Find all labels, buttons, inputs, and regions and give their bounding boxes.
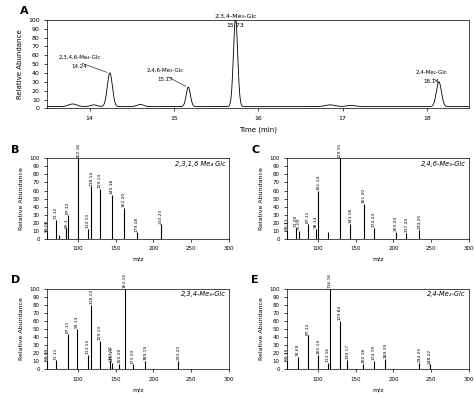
- Text: 217.24: 217.24: [404, 217, 409, 232]
- Text: 143.11: 143.11: [108, 345, 112, 360]
- Text: 2,3,4,6-Me₄-Glc: 2,3,4,6-Me₄-Glc: [58, 55, 100, 60]
- Text: 99.13: 99.13: [75, 316, 79, 328]
- Text: 74.69: 74.69: [296, 344, 300, 357]
- Text: 155.20: 155.20: [118, 347, 121, 363]
- Text: 129.15: 129.15: [337, 142, 342, 158]
- Text: 189.19: 189.19: [143, 345, 147, 360]
- Text: 2,3,1,6 Me₄ Glc: 2,3,1,6 Me₄ Glc: [175, 161, 226, 167]
- Text: 2,3,4-Me₃-Glc: 2,3,4-Me₃-Glc: [214, 14, 257, 19]
- Text: 59.00: 59.00: [45, 219, 49, 231]
- Text: 87.11: 87.11: [306, 210, 310, 223]
- Y-axis label: Relative Abundance: Relative Abundance: [18, 167, 24, 230]
- Text: 15.17: 15.17: [158, 77, 173, 83]
- Text: 179.18: 179.18: [135, 216, 139, 231]
- Text: 71.12: 71.12: [54, 207, 58, 220]
- Text: 15.73: 15.73: [227, 23, 245, 27]
- Text: 233.23: 233.23: [176, 345, 181, 360]
- Text: 2,4-Me₂-Glc: 2,4-Me₂-Glc: [427, 291, 465, 297]
- Text: 145.18: 145.18: [110, 179, 114, 194]
- Y-axis label: Relative Abundance: Relative Abundance: [18, 297, 24, 360]
- Text: 234.25: 234.25: [417, 214, 421, 229]
- Text: 113.13: 113.13: [85, 213, 90, 228]
- Text: 87.11: 87.11: [66, 321, 70, 333]
- Text: 14.24: 14.24: [72, 64, 87, 69]
- X-axis label: m/z: m/z: [373, 257, 384, 262]
- Text: 2,4,6-Me₃-Glc: 2,4,6-Me₃-Glc: [147, 68, 184, 73]
- Text: 101.14: 101.14: [317, 339, 320, 354]
- Text: 118.14: 118.14: [89, 171, 93, 186]
- Text: 162.15: 162.15: [123, 273, 127, 288]
- Text: 129.84: 129.84: [337, 305, 342, 320]
- Text: 161.20: 161.20: [362, 188, 366, 203]
- Y-axis label: Relative Abundance: Relative Abundance: [17, 29, 23, 99]
- Text: 75.09: 75.09: [297, 218, 301, 230]
- Text: 101.14: 101.14: [317, 175, 320, 190]
- Y-axis label: Relative Abundance: Relative Abundance: [259, 297, 264, 360]
- Text: 59.10: 59.10: [285, 348, 289, 360]
- Text: 118.14: 118.14: [89, 289, 93, 304]
- Text: 71.00: 71.00: [294, 214, 298, 227]
- Text: 116.16: 116.16: [328, 273, 332, 288]
- Text: 129.14: 129.14: [98, 173, 102, 188]
- Text: 98.14: 98.14: [314, 216, 318, 228]
- Text: 87.12: 87.12: [306, 322, 310, 335]
- Text: 234.25: 234.25: [417, 347, 421, 362]
- Text: 174.24: 174.24: [372, 212, 376, 227]
- Text: 174.19: 174.19: [372, 345, 376, 360]
- X-axis label: Time (min): Time (min): [239, 127, 277, 133]
- Text: 129.13: 129.13: [98, 325, 102, 340]
- Text: B: B: [11, 145, 19, 155]
- Text: 71.11: 71.11: [54, 347, 58, 360]
- Text: 87.12: 87.12: [66, 201, 70, 214]
- Text: 113.13: 113.13: [85, 339, 90, 354]
- Text: 203.24: 203.24: [394, 216, 398, 231]
- Text: 18.14: 18.14: [423, 79, 439, 84]
- X-axis label: m/z: m/z: [133, 257, 144, 262]
- Text: 2,4,6-Me₃-Glc: 2,4,6-Me₃-Glc: [421, 161, 465, 167]
- Text: 85.1: 85.1: [64, 218, 68, 227]
- Text: 102.16: 102.16: [76, 143, 81, 158]
- Text: 145.13: 145.13: [110, 347, 114, 362]
- X-axis label: m/z: m/z: [133, 387, 144, 392]
- Text: 113.16: 113.16: [326, 347, 329, 362]
- Text: 139.17: 139.17: [345, 344, 349, 359]
- Text: 160.18: 160.18: [361, 348, 365, 363]
- Text: 189.19: 189.19: [383, 343, 387, 358]
- Text: 59.11: 59.11: [285, 218, 289, 230]
- Text: 2,4-Me₂-Glc: 2,4-Me₂-Glc: [415, 70, 447, 75]
- Text: 210.23: 210.23: [159, 208, 163, 224]
- Text: 173.19: 173.19: [131, 349, 135, 364]
- Text: 2,3,4-Me₃-Glc: 2,3,4-Me₃-Glc: [181, 291, 226, 297]
- Text: 143.18: 143.18: [348, 208, 352, 223]
- Text: D: D: [11, 276, 20, 285]
- X-axis label: m/z: m/z: [373, 387, 384, 392]
- Text: 248.22: 248.22: [428, 349, 432, 364]
- Text: 59.09: 59.09: [45, 348, 49, 360]
- Text: E: E: [251, 276, 259, 285]
- Y-axis label: Relative Abundance: Relative Abundance: [259, 167, 264, 230]
- Text: A: A: [20, 6, 28, 16]
- Text: 162.20: 162.20: [122, 192, 126, 207]
- Text: C: C: [251, 145, 259, 155]
